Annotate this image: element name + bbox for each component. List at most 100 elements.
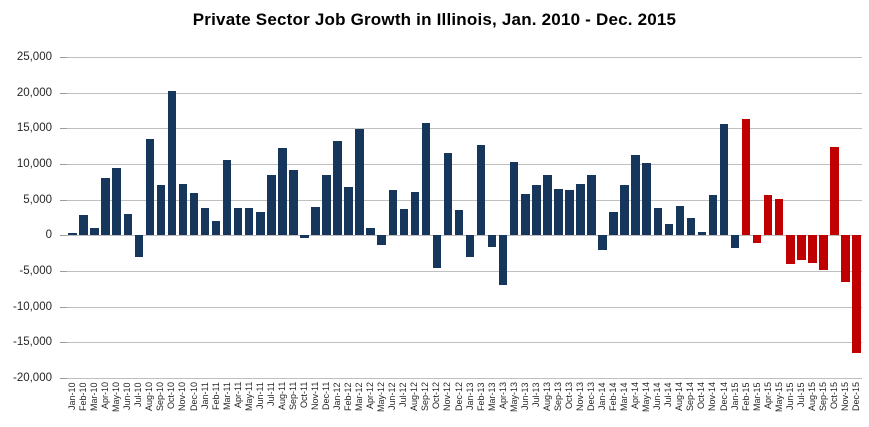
bar-Nov-15	[841, 235, 850, 282]
x-axis-label-Jan-10: Jan-10	[67, 382, 77, 410]
bar-Feb-13	[476, 144, 486, 236]
bar-Aug-12	[410, 191, 420, 236]
bar-Apr-11	[233, 207, 243, 236]
bar-Jan-15	[730, 235, 740, 249]
gridline--15,000	[67, 342, 862, 343]
bar-Sep-11	[289, 169, 298, 236]
x-axis-label-Apr-13: Apr-13	[497, 382, 508, 410]
bar-Mar-15	[752, 235, 762, 244]
x-axis-label-Jul-15: Jul-15	[795, 382, 806, 407]
bar-Jan-11	[200, 208, 210, 236]
y-axis-label-15,000: 15,000	[16, 122, 52, 134]
gridline-15,000	[67, 128, 862, 129]
x-axis-label-Oct-14: Oct-14	[696, 382, 707, 410]
bar-Feb-11	[211, 221, 221, 236]
bar-Feb-12	[344, 186, 353, 236]
x-axis-label-Jul-12: Jul-12	[398, 382, 409, 407]
y-axis-tick	[60, 93, 67, 94]
bar-Jun-11	[256, 211, 265, 236]
x-axis-label-Dec-12: Dec-12	[453, 382, 464, 412]
gridline--20,000	[67, 378, 862, 379]
bar-Aug-15	[808, 235, 817, 264]
bar-May-13	[509, 161, 519, 236]
x-axis-label-Oct-11: Oct-11	[298, 382, 309, 409]
bar-Aug-13	[543, 175, 552, 236]
x-axis-label-Aug-14: Aug-14	[674, 382, 685, 412]
x-axis-label-Jun-13: Jun-13	[519, 382, 530, 410]
x-axis-label-Oct-15: Oct-15	[828, 382, 839, 410]
x-axis-label-May-12: May-12	[376, 382, 387, 413]
y-axis-tick	[60, 378, 67, 379]
gridline-20,000	[67, 93, 862, 94]
bar-May-14	[642, 163, 651, 236]
y-axis-tick	[60, 235, 67, 236]
bar-Mar-11	[222, 159, 232, 236]
x-axis-label-May-15: May-15	[773, 382, 784, 413]
bar-Oct-10	[167, 91, 177, 236]
bar-Jul-14	[664, 223, 673, 236]
x-axis-label-Nov-11: Nov-11	[309, 382, 320, 411]
x-axis-label-May-11: May-11	[243, 382, 254, 412]
x-axis-label-Nov-12: Nov-12	[442, 382, 453, 412]
x-axis-label-Sep-13: Sep-13	[552, 382, 563, 412]
bar-Sep-13	[554, 189, 563, 236]
bar-Nov-10	[178, 184, 188, 236]
bar-Dec-15	[852, 235, 861, 353]
bar-Oct-13	[565, 189, 574, 236]
x-axis-label-Aug-13: Aug-13	[541, 382, 552, 412]
bar-Jul-13	[532, 184, 541, 236]
bar-Mar-13	[487, 235, 497, 248]
x-axis-label-Nov-14: Nov-14	[707, 382, 718, 412]
bar-Dec-14	[719, 124, 729, 236]
y-axis-label--10,000: -10,000	[12, 301, 52, 313]
x-axis-label-Feb-14: Feb-14	[608, 382, 619, 411]
bar-Sep-15	[819, 235, 828, 271]
bar-Jul-11	[267, 175, 276, 236]
y-axis-tick	[60, 200, 67, 201]
chart-title: Private Sector Job Growth in Illinois, J…	[192, 10, 677, 29]
y-axis-label--15,000: -15,000	[12, 336, 52, 348]
bar-Nov-11	[311, 206, 320, 236]
x-axis-label-May-13: May-13	[508, 382, 519, 413]
bar-Jan-12	[333, 141, 342, 236]
x-axis-label-Oct-10: Oct-10	[166, 382, 177, 410]
x-axis-label-Jun-12: Jun-12	[387, 382, 398, 410]
y-axis-tick	[60, 164, 67, 165]
y-axis-tick	[60, 57, 67, 58]
bar-May-12	[377, 235, 386, 246]
bar-Apr-14	[631, 154, 640, 236]
bar-Sep-12	[421, 123, 431, 236]
y-axis-label-25,000: 25,000	[16, 51, 52, 63]
x-axis-label-May-10: May-10	[111, 382, 122, 413]
bar-Nov-14	[708, 195, 718, 236]
bar-Apr-13	[498, 235, 508, 286]
bar-Apr-10	[101, 177, 110, 236]
bar-Jan-13	[465, 235, 475, 257]
y-axis-label-20,000: 20,000	[16, 87, 52, 99]
bar-May-15	[774, 199, 784, 236]
y-axis-label--5,000: -5,000	[19, 265, 52, 277]
y-axis-tick	[60, 128, 67, 129]
x-axis-label-Mar-13: Mar-13	[486, 382, 497, 411]
x-axis-label-Dec-11: Dec-11	[321, 382, 331, 411]
x-axis-label-Apr-11: Apr-11	[232, 382, 243, 409]
x-axis-label-Sep-11: Sep-11	[287, 382, 298, 411]
bar-Jun-15	[786, 235, 795, 264]
bar-Aug-14	[675, 206, 685, 236]
x-axis-label-Sep-15: Sep-15	[817, 382, 828, 412]
x-axis-label-Apr-12: Apr-12	[365, 382, 376, 410]
gridline-10,000	[67, 164, 862, 165]
y-axis-tick	[60, 342, 67, 343]
x-axis-label-Mar-11: Mar-11	[221, 382, 232, 410]
bar-Dec-10	[189, 192, 199, 236]
x-axis-label-Jun-10: Jun-10	[122, 382, 133, 410]
gridline-25,000	[67, 57, 862, 58]
bar-Jul-10	[134, 235, 143, 257]
x-axis-label-Mar-14: Mar-14	[619, 382, 630, 411]
x-axis-label-Apr-15: Apr-15	[762, 382, 773, 410]
gridline--5,000	[67, 271, 862, 272]
bar-Aug-11	[278, 148, 287, 236]
x-axis-label-Dec-10: Dec-10	[188, 382, 199, 412]
gridline--10,000	[67, 307, 862, 308]
